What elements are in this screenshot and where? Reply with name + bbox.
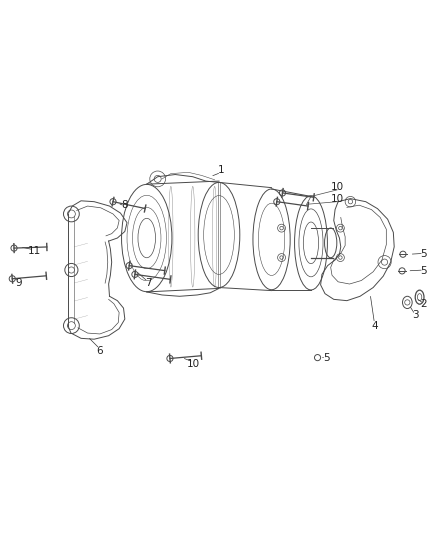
Text: 7: 7 xyxy=(145,278,152,288)
Text: 10: 10 xyxy=(331,193,344,204)
Text: 10: 10 xyxy=(187,359,200,369)
Text: 2: 2 xyxy=(420,298,427,309)
Text: 10: 10 xyxy=(331,182,344,192)
Text: 4: 4 xyxy=(371,321,378,330)
Text: 5: 5 xyxy=(420,266,427,276)
Text: 8: 8 xyxy=(121,200,128,210)
Text: 5: 5 xyxy=(323,353,330,364)
Text: 11: 11 xyxy=(28,246,41,256)
Text: 3: 3 xyxy=(412,310,419,320)
Text: 5: 5 xyxy=(420,249,427,259)
Text: 9: 9 xyxy=(15,278,22,288)
Text: 6: 6 xyxy=(96,345,103,356)
Text: 1: 1 xyxy=(218,165,225,175)
